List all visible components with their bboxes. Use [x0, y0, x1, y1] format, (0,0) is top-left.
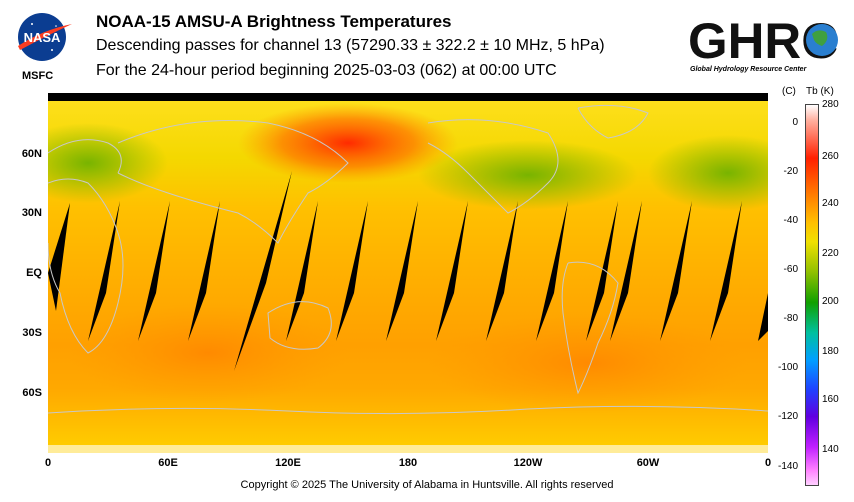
swath-gap [436, 201, 468, 341]
colorbar-tick-c: -80 [783, 313, 798, 324]
warm-region-south [68, 303, 348, 403]
swath-gap [138, 201, 170, 341]
hot-region-siberia [238, 103, 458, 183]
lat-label: 60N [21, 148, 42, 160]
lat-label: 30N [21, 207, 42, 219]
page-subtitle: Descending passes for channel 13 (57290.… [96, 37, 605, 54]
colorbar-tick-k: 220 [822, 248, 839, 259]
coastline-australia [267, 301, 332, 350]
lon-label: 180 [398, 457, 418, 469]
nasa-logo: NASA [12, 10, 76, 64]
colorbar-tick-c: -20 [783, 166, 798, 177]
warm-region-south-2 [428, 313, 748, 413]
swath-gap [610, 201, 642, 341]
swath-gap [536, 201, 568, 341]
ghrc-subtitle: Global Hydrology Resource Center [690, 66, 807, 73]
cool-region-atlantic [418, 140, 638, 210]
ghrc-logo: GHRC [688, 10, 848, 76]
colorbar-tick-k: 200 [822, 296, 839, 307]
lat-label: EQ [26, 267, 42, 279]
lon-label: 60E [158, 457, 178, 469]
lat-label: 30S [22, 327, 42, 339]
coastline-africa [47, 178, 124, 354]
colorbar-tick-k: 140 [822, 444, 839, 455]
colorbar-tick-c: -140 [777, 461, 798, 472]
coastline-antarctica [47, 405, 769, 415]
coastlines [47, 104, 769, 415]
colorbar-tick-c: -120 [777, 411, 798, 422]
coastline-greenland [577, 104, 649, 139]
coastline-north-america [427, 119, 559, 214]
colorbar-tick-k: 160 [822, 394, 839, 405]
swath-gap [486, 201, 518, 341]
map-bottom-strip [48, 445, 768, 453]
period-label: For the 24-hour period beginning 2025-03… [96, 62, 557, 79]
coastline-europe [47, 139, 122, 174]
colorbar [805, 104, 819, 486]
colorbar-tick-k: 260 [822, 151, 839, 162]
lat-label: 60S [22, 387, 42, 399]
swath-gap [234, 171, 292, 371]
colorbar-tick-k: 180 [822, 346, 839, 357]
colorbar-unit-k: Tb (K) [806, 86, 834, 97]
lon-label: 120W [513, 457, 543, 469]
swath-gap [336, 201, 368, 341]
swath-gap [586, 201, 618, 341]
msfc-label: MSFC [22, 70, 54, 82]
lon-label: 60W [636, 457, 660, 469]
colorbar-tick-c: 0 [792, 117, 798, 128]
swath-gaps [48, 171, 768, 371]
lon-label: 0 [44, 457, 52, 469]
colorbar-tick-c: -100 [777, 362, 798, 373]
swath-gap [386, 201, 418, 341]
lon-label: 120E [275, 457, 301, 469]
brightness-temperature-map [8, 93, 808, 453]
swath-gap [758, 293, 768, 341]
swath-gap [88, 201, 120, 341]
colorbar-tick-c: -60 [783, 264, 798, 275]
coastline-asia [117, 120, 349, 244]
swath-gap [660, 201, 692, 341]
colorbar-tick-k: 240 [822, 198, 839, 209]
map-top-band [48, 93, 768, 101]
swath-gap [710, 201, 742, 341]
swath-gap [286, 201, 318, 341]
colorbar-unit-c: (C) [782, 86, 796, 97]
copyright-notice: Copyright © 2025 The University of Alaba… [240, 479, 614, 491]
colorbar-tick-c: -40 [783, 215, 798, 226]
page-title: NOAA-15 AMSU-A Brightness Temperatures [96, 12, 452, 31]
coastline-south-america [561, 261, 619, 395]
lon-label: 0 [764, 457, 772, 469]
swath-gap [188, 201, 220, 341]
nasa-logo-text: NASA [24, 30, 61, 45]
swath-gap [48, 203, 70, 311]
colorbar-tick-k: 280 [822, 99, 839, 110]
